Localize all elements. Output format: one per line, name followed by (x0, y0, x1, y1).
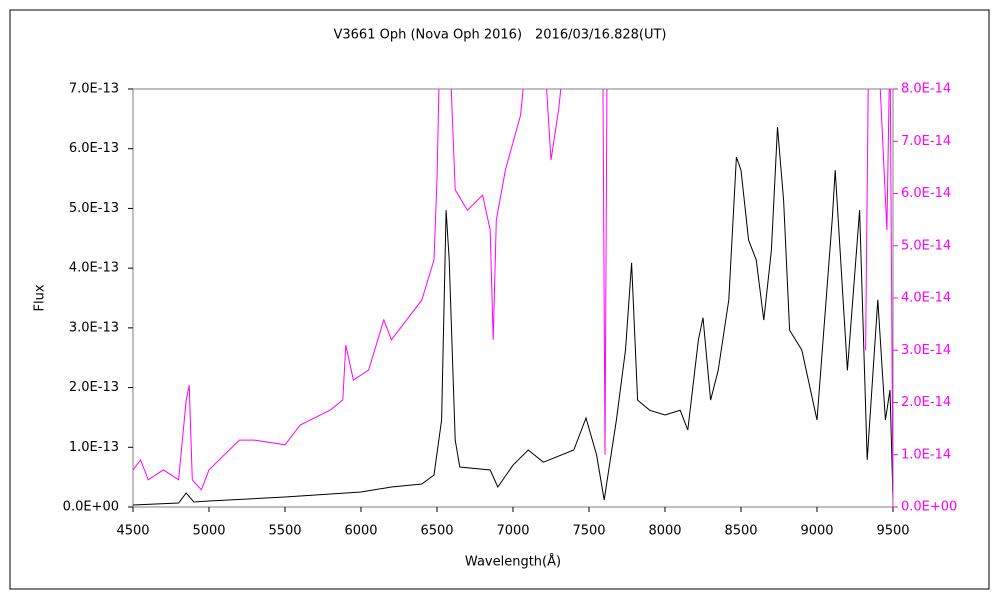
y2-tick-label: 3.0E-14 (901, 343, 951, 358)
y2-tick-label: 4.0E-14 (901, 291, 951, 306)
y2-tick-label: 7.0E-14 (901, 134, 951, 149)
chart-frame (9, 9, 990, 590)
y2-tick-label: 1.0E-14 (901, 447, 951, 462)
y-tick-label: 7.0E-13 (69, 82, 119, 97)
x-tick-label: 9000 (800, 524, 833, 539)
spectrum-line (133, 127, 893, 506)
y-tick-label: 1.0E-13 (69, 440, 119, 455)
x-tick-label: 5500 (268, 524, 301, 539)
chart-title: V3661 Oph (Nova Oph 2016) 2016/03/16.828… (334, 28, 667, 43)
y2-tick-label: 0.0E+00 (901, 500, 957, 515)
y2-tick-label: 6.0E-14 (901, 186, 951, 201)
y-tick-label: 3.0E-13 (69, 320, 119, 335)
y-tick-label: 4.0E-13 (69, 261, 119, 276)
x-tick-label: 7000 (496, 524, 529, 539)
spectrum-line (133, 89, 893, 507)
y2-tick-label: 5.0E-14 (901, 238, 951, 253)
x-tick-label: 9500 (876, 524, 909, 539)
y-tick-label: 2.0E-13 (69, 380, 119, 395)
x-tick-label: 6000 (344, 524, 377, 539)
y-tick-label: 5.0E-13 (69, 201, 119, 216)
x-axis-title: Wavelength(Å) (465, 554, 561, 570)
y-axis-title: Flux (33, 284, 48, 311)
y-tick-label: 0.0E+00 (63, 500, 119, 515)
y2-tick-label: 2.0E-14 (901, 395, 951, 410)
x-tick-label: 4500 (116, 524, 149, 539)
x-tick-label: 8500 (724, 524, 757, 539)
x-tick-label: 5000 (192, 524, 225, 539)
x-tick-label: 6500 (420, 524, 453, 539)
y-tick-label: 6.0E-13 (69, 141, 119, 156)
y2-tick-label: 8.0E-14 (901, 82, 951, 97)
x-tick-label: 7500 (572, 524, 605, 539)
x-tick-label: 8000 (648, 524, 681, 539)
